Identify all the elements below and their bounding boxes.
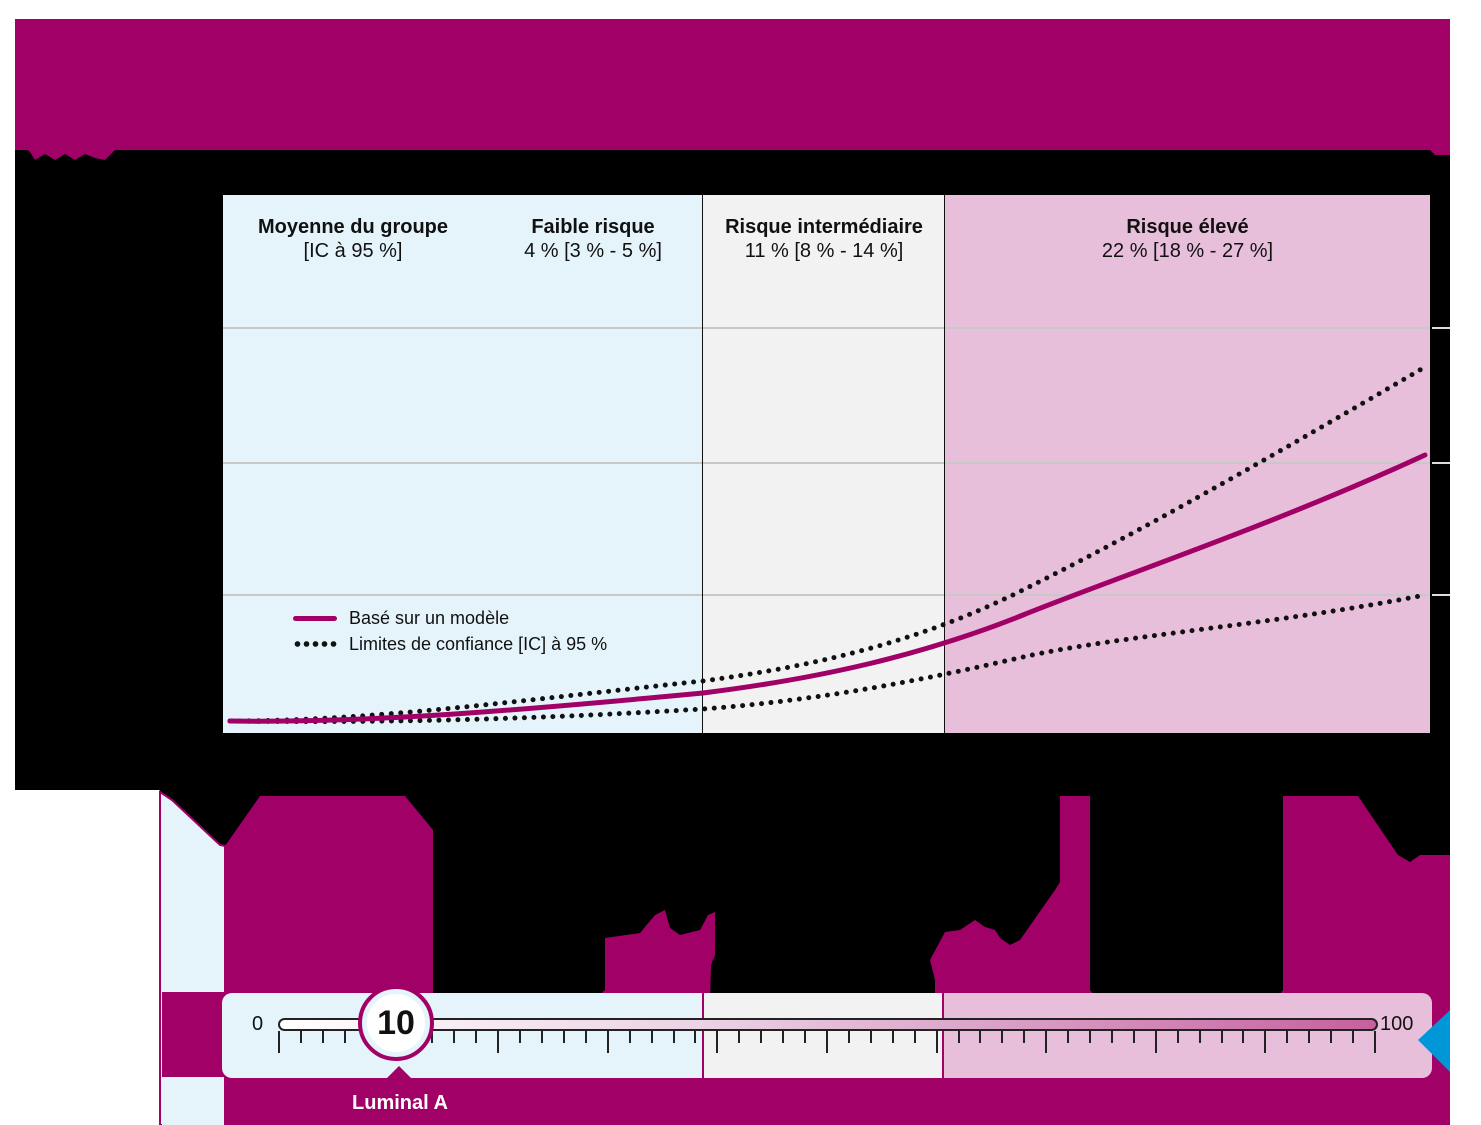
zone-title: Risque intermédiaire <box>725 216 923 238</box>
scale-max-label: 100 <box>1380 1013 1414 1035</box>
minor-tick <box>1352 1031 1355 1043</box>
minor-tick <box>694 1031 697 1043</box>
zone-label-high-risk: Risque élevé 22 % [18 % - 27 %] <box>945 215 1430 263</box>
zone-subtitle: 11 % [8 % - 14 %] <box>744 240 904 262</box>
minor-tick <box>738 1031 741 1043</box>
blue-marker-icon <box>1418 1010 1450 1072</box>
zone-subtitle: [IC à 95 %] <box>303 240 403 262</box>
minor-tick <box>1001 1031 1004 1043</box>
legend-item-model: Basé sur un modèle <box>293 605 607 631</box>
major-tick <box>278 1031 280 1053</box>
gridline <box>223 594 1430 596</box>
minor-tick <box>1242 1031 1245 1043</box>
minor-tick <box>1220 1031 1223 1043</box>
gridline <box>223 327 1430 329</box>
pointer-arrow-icon <box>385 1066 413 1080</box>
axis-tick <box>1432 462 1450 464</box>
minor-tick <box>343 1031 346 1043</box>
axis-tick <box>1432 594 1450 596</box>
minor-tick <box>519 1031 522 1043</box>
major-tick <box>606 1031 609 1053</box>
risk-curves <box>227 364 1428 725</box>
minor-tick <box>1286 1031 1289 1043</box>
zone-label-low-risk: Faible risque 4 % [3 % - 5 %] <box>493 215 693 263</box>
minor-tick <box>869 1031 872 1043</box>
major-tick <box>716 1031 719 1053</box>
minor-tick <box>431 1031 434 1043</box>
minor-tick <box>760 1031 763 1043</box>
dotted-line-swatch-icon <box>293 641 337 647</box>
zone-intermediate-risk <box>703 195 945 733</box>
minor-tick <box>475 1031 478 1043</box>
subtype-label: Luminal A <box>352 1092 448 1114</box>
major-tick <box>1154 1031 1157 1053</box>
zone-subtitle: 4 % [3 % - 5 %] <box>524 240 662 262</box>
minor-tick <box>1132 1031 1135 1043</box>
chart-plot-area: Moyenne du groupe [IC à 95 %] Faible ris… <box>223 195 1430 733</box>
legend-label: Basé sur un modèle <box>349 607 510 628</box>
header-obscured-text-edge <box>15 140 1450 160</box>
zone-divider <box>702 195 703 733</box>
minor-tick <box>1089 1031 1092 1043</box>
zone-title: Faible risque <box>531 216 655 238</box>
ci-lower-curve <box>227 592 1428 725</box>
minor-tick <box>453 1031 456 1043</box>
minor-tick <box>650 1031 653 1043</box>
legend: Basé sur un modèle Limites de confiance … <box>293 605 607 657</box>
minor-tick <box>584 1031 587 1043</box>
minor-tick <box>1198 1031 1201 1043</box>
minor-tick <box>804 1031 807 1043</box>
major-tick <box>826 1031 828 1053</box>
major-tick <box>1374 1031 1376 1053</box>
gridline <box>223 462 1430 464</box>
zone-high-risk <box>945 195 1430 733</box>
minor-tick <box>957 1031 960 1043</box>
minor-tick <box>979 1031 982 1043</box>
zone-subtitle: 22 % [18 % - 27 %] <box>1101 240 1274 262</box>
score-value: 10 <box>367 994 425 1052</box>
zone-title: Moyenne du groupe <box>258 216 448 238</box>
legend-label: Limites de confiance [IC] à 95 % <box>349 633 608 654</box>
minor-tick <box>541 1031 544 1043</box>
slider-zone-intermediate <box>702 993 944 1078</box>
slider-track[interactable] <box>278 1018 1378 1031</box>
minor-tick <box>628 1031 631 1043</box>
slider-zone-low <box>222 993 702 1078</box>
minor-tick <box>782 1031 785 1043</box>
minor-tick <box>891 1031 894 1043</box>
ci-upper-curve <box>227 364 1428 724</box>
minor-tick <box>1176 1031 1179 1043</box>
major-tick <box>935 1031 938 1053</box>
slider-zone-high <box>944 993 1432 1078</box>
major-tick <box>1045 1031 1048 1053</box>
slider-knob[interactable]: 10 <box>358 985 434 1061</box>
minor-tick <box>847 1031 850 1043</box>
major-tick <box>497 1031 500 1053</box>
minor-tick <box>1110 1031 1113 1043</box>
axis-tick <box>1432 327 1450 329</box>
major-tick <box>1264 1031 1267 1053</box>
minor-tick <box>299 1031 302 1043</box>
minor-tick <box>321 1031 324 1043</box>
model-curve <box>227 452 1428 724</box>
minor-tick <box>913 1031 916 1043</box>
scale-min-label: 0 <box>252 1013 264 1035</box>
minor-tick <box>1330 1031 1333 1043</box>
zone-divider <box>944 195 945 733</box>
legend-item-ci: Limites de confiance [IC] à 95 % <box>293 631 607 657</box>
minor-tick <box>1067 1031 1070 1043</box>
zone-title: Risque élevé <box>1126 216 1249 238</box>
zone-label-group-mean: Moyenne du groupe [IC à 95 %] <box>223 215 483 263</box>
header-band <box>15 19 1450 154</box>
minor-tick <box>1023 1031 1026 1043</box>
minor-tick <box>1308 1031 1311 1043</box>
score-slider-panel: 0 100 <box>222 993 1432 1078</box>
minor-tick <box>562 1031 565 1043</box>
zone-label-intermediate-risk: Risque intermédiaire 11 % [8 % - 14 %] <box>703 215 945 263</box>
solid-line-swatch-icon <box>293 615 337 621</box>
minor-tick <box>672 1031 675 1043</box>
